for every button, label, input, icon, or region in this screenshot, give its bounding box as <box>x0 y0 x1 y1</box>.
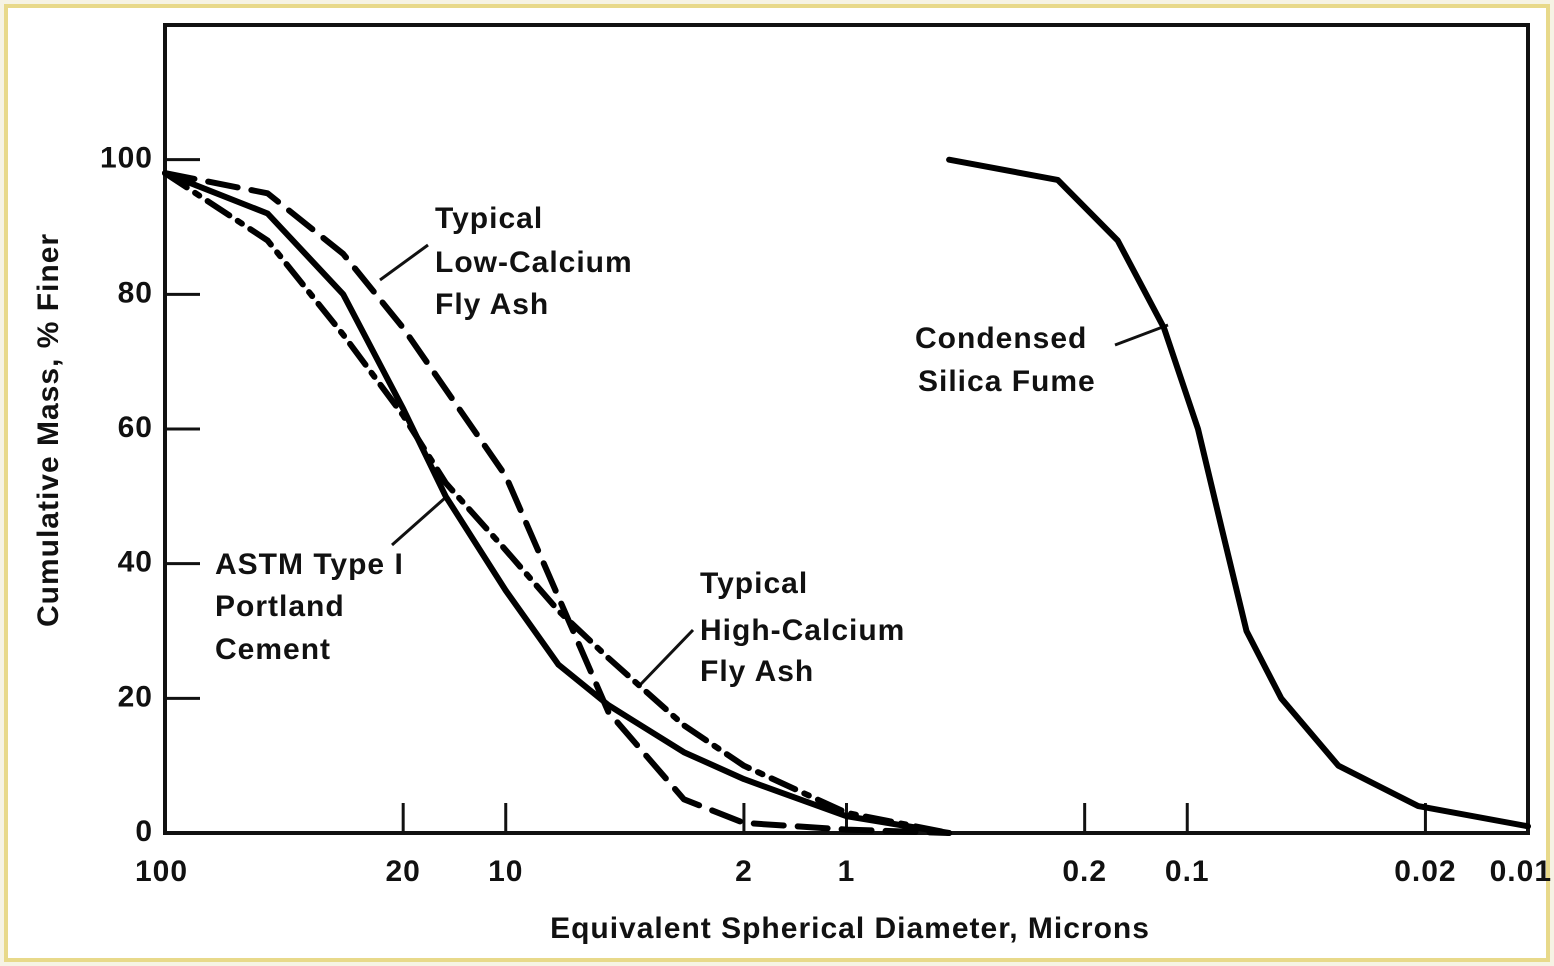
leader-line <box>379 243 429 282</box>
annotation: Silica Fume <box>918 365 1096 398</box>
annotation: High-Calcium <box>700 614 905 647</box>
y-tick-label: 40 <box>118 546 153 579</box>
annotation: Fly Ash <box>435 288 549 321</box>
y-tick-label: 60 <box>118 411 153 444</box>
y-tick-label: 0 <box>135 815 153 848</box>
series-line <box>946 156 1531 830</box>
x-tick-label: 0.01 <box>1490 855 1552 888</box>
x-tick-label: 1 <box>838 855 856 888</box>
annotations: Typical Low-Calcium Fly Ash Condensed Si… <box>215 202 1169 688</box>
series-line <box>162 170 953 836</box>
annotation: Low-Calcium <box>435 246 633 279</box>
x-tick-label: 0.1 <box>1165 855 1210 888</box>
x-axis-label: Equivalent Spherical Diameter, Microns <box>550 912 1150 945</box>
x-tick-label: 10 <box>488 855 523 888</box>
annotation: Fly Ash <box>700 655 814 688</box>
annotation: ASTM Type I <box>215 548 404 581</box>
y-axis-label: Cumulative Mass, % Finer <box>32 233 65 627</box>
annotation: Condensed <box>915 322 1087 355</box>
series-line <box>162 170 953 836</box>
annotation: Typical <box>435 202 543 235</box>
y-tick-label: 80 <box>118 276 153 309</box>
x-tick-label: 2 <box>735 855 753 888</box>
annotation: Portland <box>215 590 345 623</box>
y-tick-label: 20 <box>118 680 153 713</box>
x-tick-label: 0.2 <box>1062 855 1107 888</box>
annotation: Cement <box>215 633 331 666</box>
x-tick-label: 20 <box>385 855 420 888</box>
background <box>4 4 1550 962</box>
x-tick-label: 0.02 <box>1394 855 1456 888</box>
leader-line <box>391 496 446 547</box>
x-tick-label: 100 <box>135 855 188 888</box>
leader-line <box>1114 323 1169 347</box>
annotation: Typical <box>700 567 808 600</box>
y-tick-label: 100 <box>100 142 153 175</box>
series-line <box>162 170 953 836</box>
leader-line <box>638 628 695 687</box>
